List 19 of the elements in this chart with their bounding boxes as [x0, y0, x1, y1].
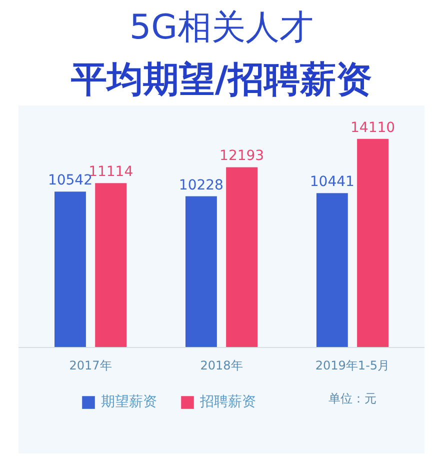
data-label: 10228: [178, 177, 224, 194]
bar: [357, 138, 388, 348]
bar: [316, 193, 348, 348]
x-tick-label: 2018年: [200, 358, 243, 372]
data-label: 10542: [48, 172, 93, 189]
chart-subtitle: 平均期望/招聘薪资: [70, 60, 372, 100]
legend-label: 招聘薪资: [200, 393, 256, 411]
bar: [226, 167, 258, 348]
data-label: 12193: [220, 148, 264, 164]
x-tick-label: 2017年: [69, 358, 112, 372]
bar: [95, 183, 127, 348]
data-label: 14110: [350, 120, 396, 136]
legend-label: 期望薪资: [101, 393, 157, 411]
bar: [185, 196, 217, 348]
text: 单位：元: [328, 392, 376, 406]
chart-title: 5G相关人才: [130, 8, 314, 48]
bar: [54, 192, 86, 348]
data-label: 10441: [310, 174, 354, 190]
x-tick-label: 2019年1-5月: [315, 358, 390, 372]
